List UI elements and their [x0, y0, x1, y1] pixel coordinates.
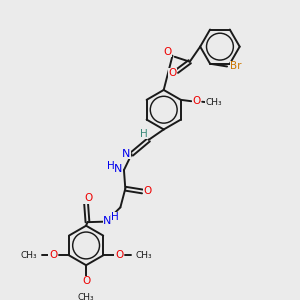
- Text: O: O: [49, 250, 57, 260]
- Text: H: H: [107, 161, 115, 171]
- Text: CH₃: CH₃: [20, 251, 37, 260]
- Text: O: O: [168, 68, 176, 78]
- Text: H: H: [140, 129, 148, 139]
- Text: H: H: [111, 212, 119, 223]
- Text: O: O: [84, 193, 92, 203]
- Text: O: O: [82, 276, 90, 286]
- Text: CH₃: CH₃: [136, 251, 152, 260]
- Text: Br: Br: [230, 61, 242, 71]
- Text: N: N: [114, 164, 122, 175]
- Text: O: O: [193, 97, 201, 106]
- Text: O: O: [115, 250, 123, 260]
- Text: CH₃: CH₃: [206, 98, 222, 107]
- Text: CH₃: CH₃: [78, 293, 94, 300]
- Text: O: O: [164, 47, 172, 57]
- Text: N: N: [103, 216, 112, 226]
- Text: O: O: [144, 186, 152, 197]
- Text: N: N: [122, 148, 130, 159]
